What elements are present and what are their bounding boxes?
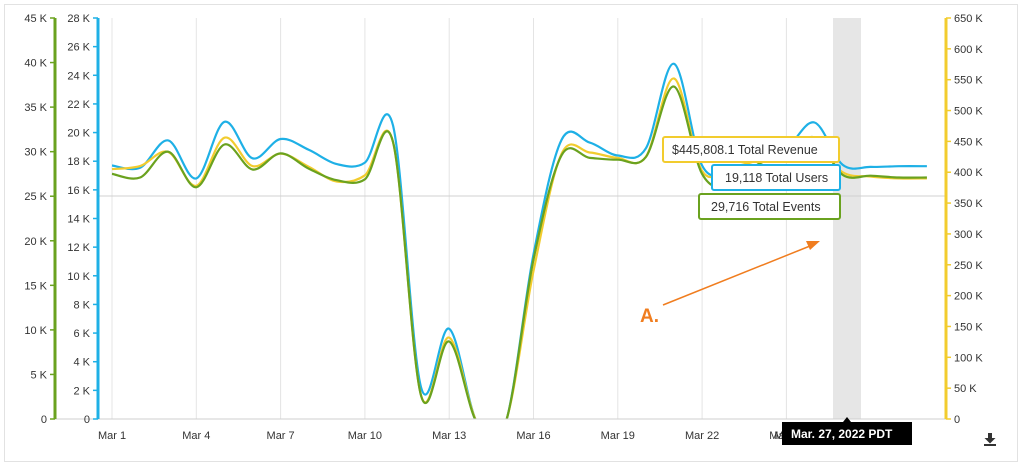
x-tick-label: M (774, 430, 783, 442)
tooltip-events: 29,716 Total Events (698, 193, 841, 220)
x-tick-label: Mar 7 (267, 430, 295, 442)
y-tick-label: 500 K (954, 106, 983, 118)
x-tick-label: Mar 16 (516, 430, 550, 442)
y-tick-label: 150 K (954, 321, 983, 333)
y-tick-label: 6 K (73, 328, 90, 340)
annotation-arrow-line (662, 245, 811, 306)
date-label-pointer (843, 417, 851, 422)
y-tick-label: 400 K (954, 167, 983, 179)
date-label-text: Mar. 27, 2022 PDT (791, 427, 893, 441)
y-tick-label: 100 K (954, 352, 983, 364)
y-tick-label: 0 (954, 414, 960, 426)
tooltip-revenue-text: $445,808.1 Total Revenue (672, 143, 818, 157)
y-tick-label: 4 K (73, 357, 90, 369)
y-tick-label: 30 K (24, 147, 47, 159)
y-tick-label: 16 K (67, 185, 90, 197)
y-tick-label: 350 K (954, 198, 983, 210)
x-axis-ticks: Mar 1 Mar 4 Mar 7 Mar 10 Mar 13 Mar 16 Mar 19 M… (98, 430, 804, 442)
series-group (111, 62, 927, 419)
y-tick-label: 0 (84, 414, 90, 426)
y-tick-label: 15 K (24, 280, 47, 292)
annotation-label: A. (640, 306, 659, 327)
tooltip-users: 19,118 Total Users (711, 164, 841, 191)
date-label-box (782, 422, 912, 445)
tooltips: $445,808.1 Total Revenue 19,118 Total Us… (662, 136, 841, 220)
y-tick-label: 22 K (67, 99, 90, 111)
y-tick-label: 18 K (67, 156, 90, 168)
annotation: A. (640, 241, 820, 327)
y-tick-label: 24 K (67, 70, 90, 82)
series-line-2 (111, 77, 927, 419)
axes: 0 5 K 10 K 15 K 20 K 25 K 30 K 35 K 40 K 45 K 0 2 K… (24, 13, 983, 426)
y-tick-label: 14 K (67, 214, 90, 226)
y-tick-label: 45 K (24, 13, 47, 25)
y-tick-label: 12 K (67, 242, 90, 254)
y-tick-label: 10 K (24, 325, 47, 337)
x-tick-label: Mar 10 (348, 430, 382, 442)
x-tick-label: Mar 4 (182, 430, 210, 442)
series-line-1 (111, 62, 927, 419)
x-tick-label: Mar 22 (685, 430, 719, 442)
download-icon[interactable] (983, 432, 997, 446)
tooltip-events-box (698, 193, 841, 220)
x-tick-label: Mar 13 (432, 430, 466, 442)
y-tick-label: 26 K (67, 42, 90, 54)
y-tick-label: 600 K (954, 44, 983, 56)
y-tick-label: 35 K (24, 102, 47, 114)
tooltip-users-box (711, 164, 841, 191)
y-tick-label: 200 K (954, 291, 983, 303)
y-tick-label: 50 K (954, 383, 977, 395)
y-tick-label: 20 K (24, 236, 47, 248)
tooltip-revenue-box (662, 136, 840, 163)
y-tick-label: 550 K (954, 75, 983, 87)
annotation-arrowhead (806, 241, 820, 250)
y-tick-label: 28 K (67, 13, 90, 25)
y-tick-label: 650 K (954, 13, 983, 25)
y-tick-label: 20 K (67, 128, 90, 140)
y-tick-label: 5 K (30, 369, 47, 381)
y-tick-label: 8 K (73, 299, 90, 311)
y-tick-label: 300 K (954, 229, 983, 241)
y-tick-label: 2 K (73, 385, 90, 397)
y-tick-label: 25 K (24, 191, 47, 203)
grid (111, 18, 787, 419)
x-tick-label: Mar 1 (98, 430, 126, 442)
y-tick-label: 40 K (24, 58, 47, 70)
y-tick-label: 0 (41, 414, 47, 426)
tooltip-users-text: 19,118 Total Users (725, 171, 828, 185)
tooltip-revenue: $445,808.1 Total Revenue (662, 136, 840, 163)
y-tick-label: 450 K (954, 136, 983, 148)
x-tick-label: Mar 19 (601, 430, 635, 442)
tooltip-events-text: 29,716 Total Events (711, 200, 821, 214)
y-tick-label: 250 K (954, 260, 983, 272)
date-label: Mar. 27, 2022 PDT (782, 417, 912, 445)
y-tick-label: 10 K (67, 271, 90, 283)
